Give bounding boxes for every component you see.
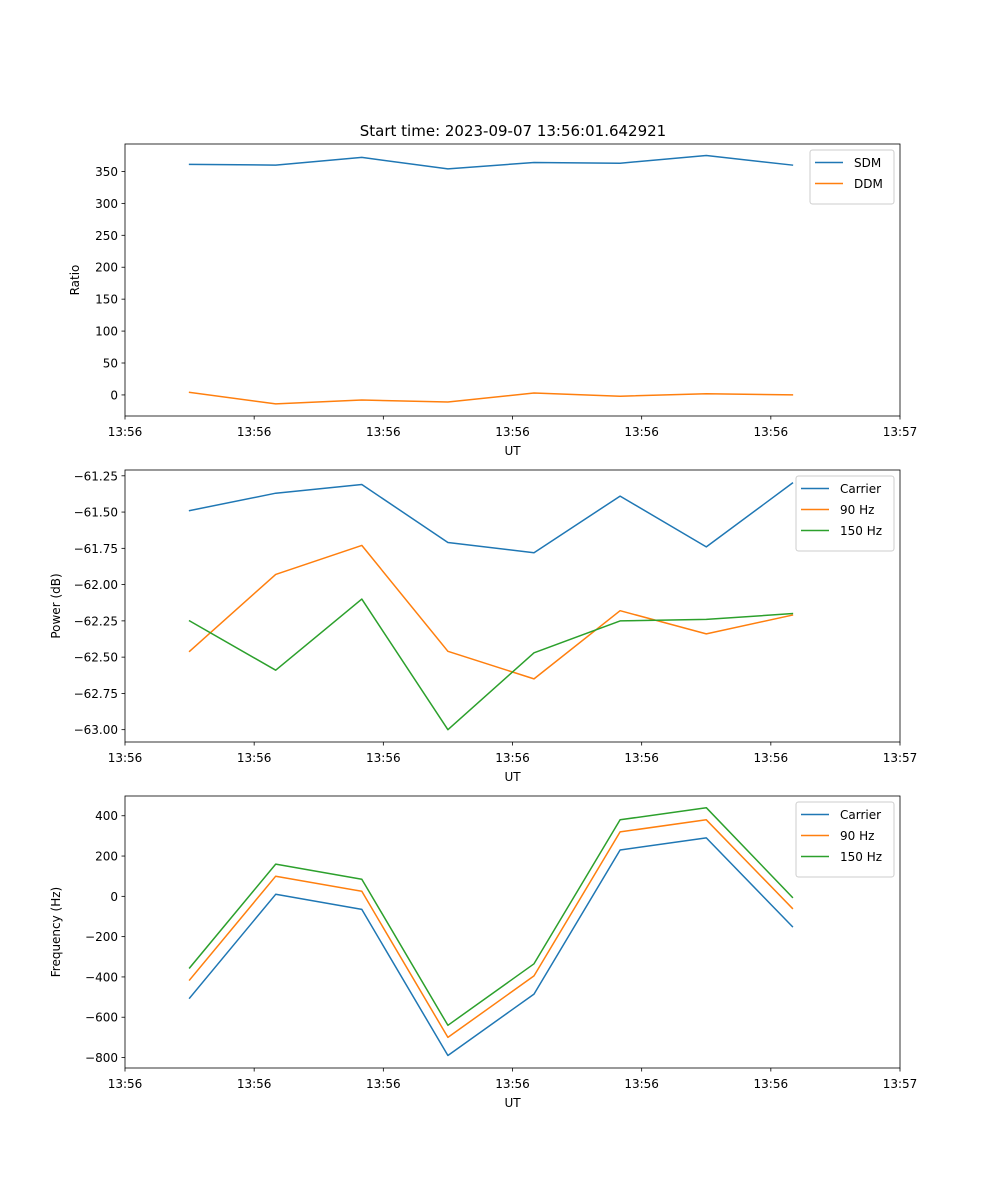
frequency-legend-frame — [795, 801, 895, 878]
frequency-x-axis-label: UT — [504, 1096, 521, 1110]
power-legend-label-carrier: Carrier — [840, 482, 881, 496]
ratio-y-tick-label: 50 — [103, 357, 118, 371]
power-y-tick-label: −63.00 — [74, 723, 118, 737]
power-legend-label-90-hz: 90 Hz — [840, 503, 874, 517]
power-y-tick-label: −62.00 — [74, 578, 118, 592]
frequency-legend: Carrier 90 Hz 150 Hz — [795, 801, 895, 878]
power-series-90-hz-line — [188, 544, 794, 680]
power-series-150-hz-line — [188, 598, 794, 731]
power-y-axis-label: Power (dB) — [49, 573, 63, 638]
power-y-tick-label: −62.25 — [74, 614, 118, 628]
frequency-y-tick-label: 0 — [110, 890, 118, 904]
power-x-tick-label: 13:56 — [366, 751, 401, 765]
power-x-tick-label: 13:56 — [624, 751, 659, 765]
frequency-legend-label-carrier: Carrier — [840, 808, 881, 822]
power-legend-frame — [795, 475, 895, 552]
ratio-legend-label-ddm: DDM — [854, 177, 883, 191]
ratio-legend: SDM DDM — [809, 149, 895, 205]
panels: 13:56 13:56 13:56 13:56 13:56 13:56 13:57 0 50 10… — [49, 143, 918, 1110]
power-y-tick-label: −61.50 — [74, 506, 118, 520]
power-series-carrier-line — [188, 482, 794, 554]
ratio-series-ddm-line — [188, 391, 794, 405]
frequency-series-90-hz-line — [188, 819, 794, 1039]
ratio-chart: 13:56 13:56 13:56 13:56 13:56 13:56 13:57 0 50 10… — [68, 143, 918, 458]
ratio-x-tick-label: 13:57 — [883, 425, 918, 439]
ratio-x-tick-label: 13:56 — [237, 425, 272, 439]
ratio-x-axis-label: UT — [504, 444, 521, 458]
ratio-series-sdm-line — [188, 154, 794, 170]
frequency-x-tick-label: 13:56 — [366, 1077, 401, 1091]
power-y-tick-label: −62.50 — [74, 651, 118, 665]
power-x-axis-label: UT — [504, 770, 521, 784]
ratio-legend-frame — [809, 149, 895, 205]
power-x-tick-label: 13:56 — [754, 751, 789, 765]
frequency-x-tick-label: 13:57 — [883, 1077, 918, 1091]
ratio-x-tick-label: 13:56 — [624, 425, 659, 439]
power-y-tick-label: −61.25 — [74, 469, 118, 483]
ratio-y-tick-label: 100 — [95, 325, 118, 339]
frequency-y-tick-label: −800 — [85, 1051, 118, 1065]
figure-title: Start time: 2023-09-07 13:56:01.642921 — [360, 122, 666, 140]
ratio-y-axis-label: Ratio — [68, 265, 82, 296]
frequency-x-tick-label: 13:56 — [237, 1077, 272, 1091]
ratio-y-tick-label: 250 — [95, 229, 118, 243]
power-x-tick-label: 13:57 — [883, 751, 918, 765]
power-chart: 13:56 13:56 13:56 13:56 13:56 13:56 13:57 −63.0… — [49, 469, 917, 784]
frequency-y-tick-label: 200 — [95, 850, 118, 864]
frequency-y-tick-label: −600 — [85, 1011, 118, 1025]
ratio-x-tick-label: 13:56 — [366, 425, 401, 439]
ratio-x-tick-label: 13:56 — [754, 425, 789, 439]
frequency-y-axis-label: Frequency (Hz) — [49, 887, 63, 978]
power-y-tick-label: −61.75 — [74, 542, 118, 556]
ratio-y-tick-label: 350 — [95, 165, 118, 179]
power-legend: Carrier 90 Hz 150 Hz — [795, 475, 895, 552]
ratio-axes-frame — [124, 143, 901, 417]
power-x-tick-label: 13:56 — [237, 751, 272, 765]
power-y-tick-label: −62.75 — [74, 687, 118, 701]
ratio-y-tick-label: 0 — [110, 388, 118, 402]
power-x-tick-label: 13:56 — [108, 751, 143, 765]
frequency-x-tick-label: 13:56 — [624, 1077, 659, 1091]
frequency-legend-label-150-hz: 150 Hz — [840, 850, 882, 864]
ratio-legend-label-sdm: SDM — [854, 156, 881, 170]
frequency-chart: 13:56 13:56 13:56 13:56 13:56 13:56 13:57 −800 −… — [49, 795, 918, 1110]
frequency-x-tick-label: 13:56 — [754, 1077, 789, 1091]
frequency-legend-label-90-hz: 90 Hz — [840, 829, 874, 843]
ratio-x-tick-label: 13:56 — [495, 425, 530, 439]
frequency-axes-frame — [124, 795, 901, 1069]
frequency-y-tick-label: −400 — [85, 970, 118, 984]
frequency-y-tick-label: 400 — [95, 809, 118, 823]
ratio-x-tick-label: 13:56 — [108, 425, 143, 439]
frequency-series-150-hz-line — [188, 806, 794, 1027]
frequency-y-tick-label: −200 — [85, 930, 118, 944]
power-legend-label-150-hz: 150 Hz — [840, 524, 882, 538]
power-x-tick-label: 13:56 — [495, 751, 530, 765]
frequency-x-tick-label: 13:56 — [495, 1077, 530, 1091]
frequency-series-carrier-line — [188, 837, 794, 1057]
ratio-y-tick-label: 150 — [95, 293, 118, 307]
frequency-x-tick-label: 13:56 — [108, 1077, 143, 1091]
ratio-y-tick-label: 200 — [95, 261, 118, 275]
ratio-y-tick-label: 300 — [95, 197, 118, 211]
